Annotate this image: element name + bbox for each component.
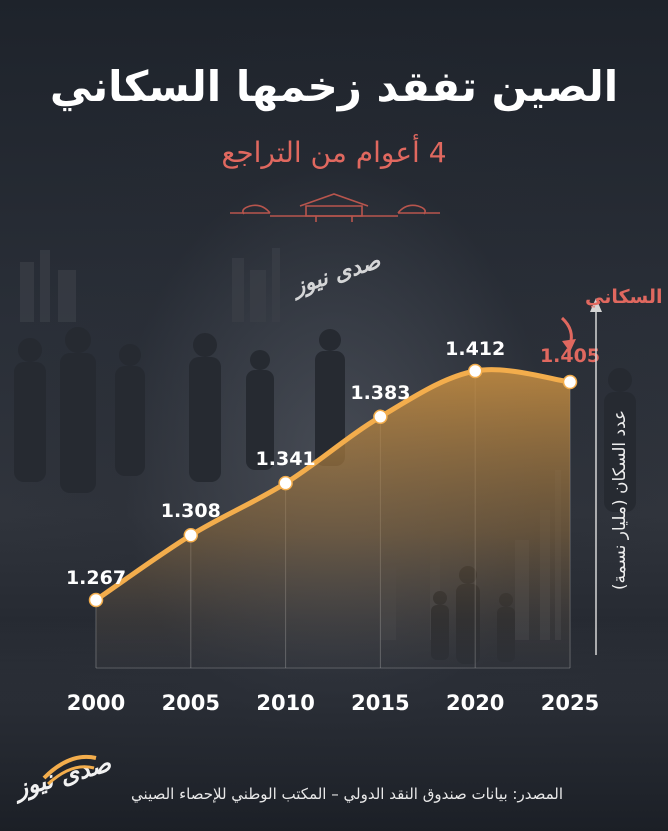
data-point-2025 (562, 374, 578, 390)
x-tick-label-2025: 2025 (541, 691, 599, 715)
data-point-2000 (88, 592, 104, 608)
area-fill (96, 369, 570, 668)
value-label-2020: 1.412 (445, 338, 505, 360)
value-label-2010: 1.341 (256, 448, 316, 470)
x-tick-label-2015: 2015 (351, 691, 409, 715)
x-tick-label-2020: 2020 (446, 691, 504, 715)
y-axis-label: عدد السكان (مليار نسمة) (610, 410, 630, 590)
value-label-2000: 1.267 (66, 567, 126, 589)
gate-ornament-icon (230, 193, 440, 222)
page-title: الصين تفقد زخمها السكاني (49, 62, 619, 111)
page-subtitle: 4 أعوام من التراجع (221, 136, 447, 169)
value-label-2025: 1.405 (540, 345, 600, 367)
data-point-2010 (278, 475, 293, 491)
x-tick-label-2010: 2010 (256, 691, 314, 715)
annotation-arrowhead-icon (562, 339, 576, 352)
brand-swoosh-icon (42, 755, 97, 786)
value-label-2015: 1.383 (350, 382, 410, 404)
decline-annotation: بداية التراجع السكاني (585, 286, 668, 308)
data-point-2015 (373, 409, 388, 425)
value-label-2005: 1.308 (161, 500, 221, 522)
source-note: المصدر: بيانات صندوق النقد الدولي – المك… (131, 785, 563, 803)
data-point-2005 (183, 527, 199, 543)
data-point-2020 (467, 363, 483, 379)
x-tick-label-2000: 2000 (67, 691, 125, 715)
x-tick-label-2005: 2005 (162, 691, 220, 715)
y-axis-arrow-icon (590, 298, 602, 312)
